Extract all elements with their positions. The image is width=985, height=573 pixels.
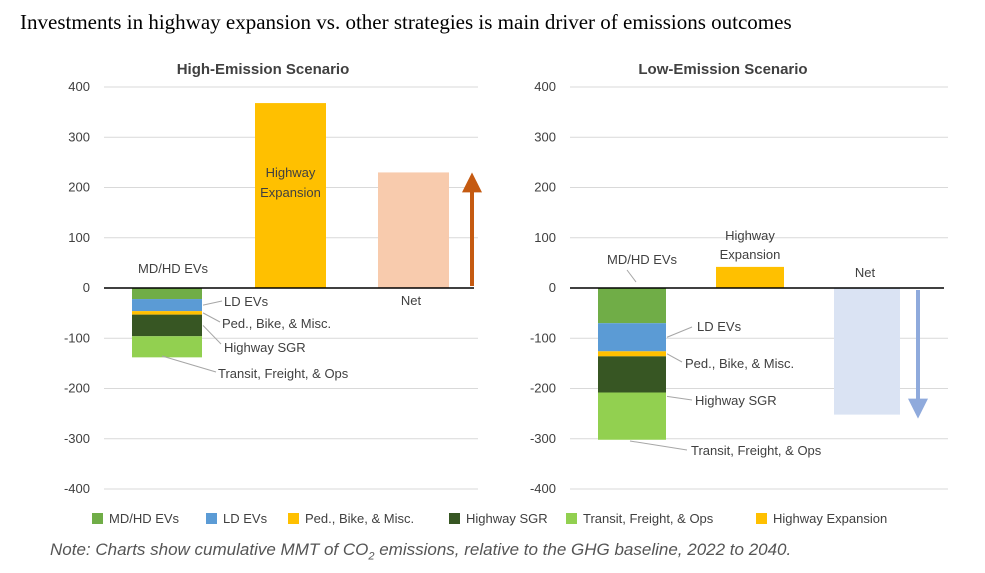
- legend-label: Highway Expansion: [773, 511, 888, 526]
- stack-segment-3: [132, 314, 202, 337]
- stack-label-4: Transit, Freight, & Ops: [691, 443, 822, 458]
- highway-expansion-bar: [716, 266, 784, 288]
- stack-segment-4: [132, 336, 202, 358]
- footnote-suffix: emissions, relative to the GHG baseline,…: [374, 540, 792, 559]
- panel-title-1: Low-Emission Scenario: [638, 61, 807, 78]
- legend-label: Ped., Bike, & Misc.: [305, 511, 415, 526]
- stack-label-3: Highway SGR: [224, 340, 306, 355]
- panel-title-0: High-Emission Scenario: [177, 61, 350, 78]
- leader-line: [629, 440, 688, 451]
- leader-line: [202, 325, 222, 345]
- stack-segment-2: [598, 351, 666, 357]
- legend-label: LD EVs: [223, 511, 268, 526]
- y-tick-label: 100: [68, 230, 90, 245]
- leader-line: [666, 395, 693, 401]
- leader-line: [626, 269, 637, 283]
- stack-label-3: Highway SGR: [695, 393, 777, 408]
- y-tick-label: 300: [68, 129, 90, 144]
- net-bar: [378, 172, 449, 288]
- legend-swatch: [756, 513, 767, 524]
- legend-item: Highway Expansion: [756, 509, 887, 529]
- stack-label-0: MD/HD EVs: [607, 252, 678, 267]
- y-tick-label: 400: [68, 79, 90, 94]
- footnote-subscript: 2: [368, 550, 375, 563]
- legend-item: MD/HD EVs: [92, 509, 179, 529]
- leader-line: [161, 355, 217, 373]
- stack-label-1: LD EVs: [697, 319, 742, 334]
- y-tick-label: 400: [534, 79, 556, 94]
- chart-legend: MD/HD EVs LD EVs Ped., Bike, & Misc. Highwa…: [92, 509, 972, 529]
- leader-line: [202, 312, 221, 323]
- y-tick-label: 300: [534, 129, 556, 144]
- legend-swatch: [566, 513, 577, 524]
- net-label: Net: [401, 293, 422, 308]
- leader-line: [666, 326, 693, 338]
- y-tick-label: -300: [64, 431, 90, 446]
- y-tick-label: -400: [64, 481, 90, 496]
- stack-segment-4: [598, 392, 666, 440]
- y-tick-label: -400: [530, 481, 556, 496]
- legend-swatch: [288, 513, 299, 524]
- legend-label: Highway SGR: [466, 511, 548, 526]
- y-tick-label: -100: [530, 330, 556, 345]
- highway-expansion-label-line2: Expansion: [720, 247, 781, 262]
- highway-expansion-label-line1: Highway: [266, 165, 316, 180]
- legend-swatch: [92, 513, 103, 524]
- stack-label-0: MD/HD EVs: [138, 261, 209, 276]
- highway-expansion-label-line2: Expansion: [260, 185, 321, 200]
- y-tick-label: -300: [530, 431, 556, 446]
- legend-item: Highway SGR: [449, 509, 548, 529]
- y-tick-label: 0: [549, 280, 556, 295]
- chart-main-title: Investments in highway expansion vs. oth…: [20, 10, 792, 34]
- stack-segment-3: [598, 356, 666, 393]
- highway-expansion-bar: [255, 103, 326, 288]
- legend-swatch: [449, 513, 460, 524]
- legend-label: Transit, Freight, & Ops: [583, 511, 714, 526]
- legend-item: LD EVs: [206, 509, 267, 529]
- footnote-prefix: Note: Charts show cumulative MMT of CO: [50, 540, 369, 559]
- stack-segment-0: [598, 288, 666, 324]
- net-bar: [834, 288, 900, 415]
- stack-label-1: LD EVs: [224, 294, 269, 309]
- chart-canvas: High-Emission Scenario 400 300 200 100 0 -100 -…: [64, 61, 948, 496]
- y-tick-label: 200: [68, 180, 90, 195]
- y-tick-label: 200: [534, 180, 556, 195]
- leader-line: [202, 300, 223, 306]
- y-tick-label: 100: [534, 230, 556, 245]
- legend-label: MD/HD EVs: [109, 511, 180, 526]
- legend-swatch: [206, 513, 217, 524]
- y-tick-label: -200: [64, 381, 90, 396]
- stack-segment-1: [598, 323, 666, 352]
- stack-label-2: Ped., Bike, & Misc.: [222, 316, 331, 331]
- stack-label-2: Ped., Bike, & Misc.: [685, 356, 794, 371]
- legend-item: Transit, Freight, & Ops: [566, 509, 713, 529]
- y-tick-label: 0: [83, 280, 90, 295]
- chart-footnote: Note: Charts show cumulative MMT of CO2 …: [50, 540, 950, 562]
- stack-segment-1: [132, 299, 202, 312]
- y-tick-label: -100: [64, 330, 90, 345]
- legend-item: Ped., Bike, & Misc.: [288, 509, 414, 529]
- stack-segment-2: [132, 311, 202, 315]
- leader-line: [666, 353, 683, 363]
- highway-expansion-label-line1: Highway: [725, 228, 775, 243]
- stack-label-4: Transit, Freight, & Ops: [218, 366, 349, 381]
- y-tick-label: -200: [530, 381, 556, 396]
- stack-segment-0: [132, 288, 202, 300]
- net-label: Net: [855, 265, 876, 280]
